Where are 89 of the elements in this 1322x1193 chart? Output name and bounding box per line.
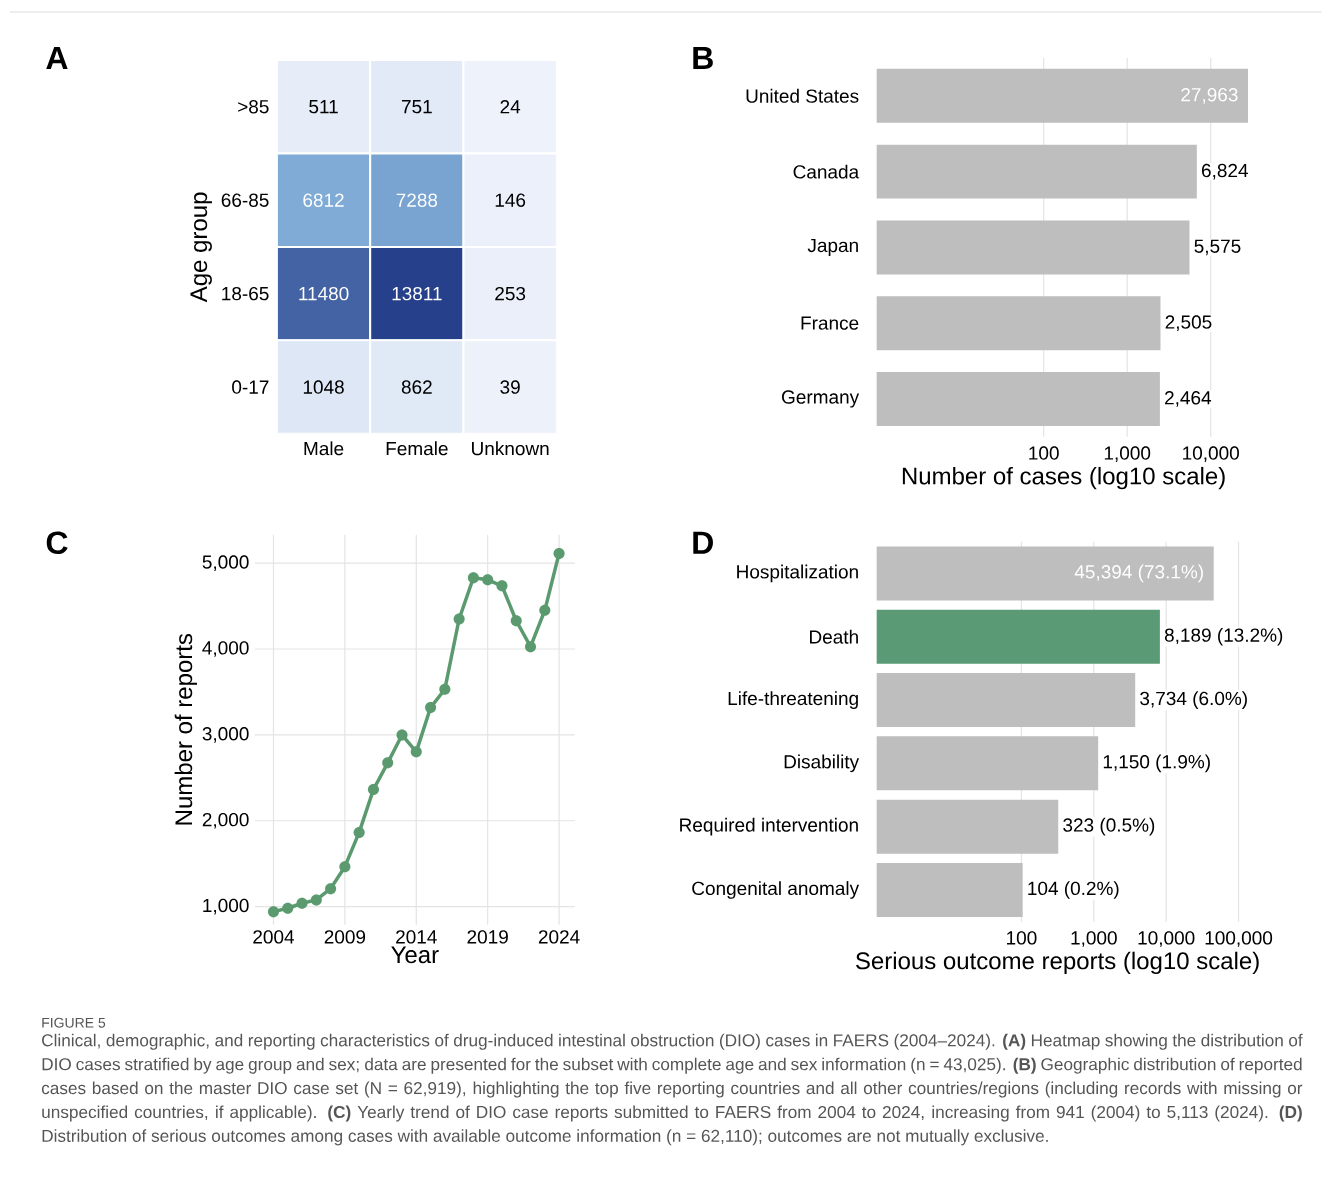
- x-tick-label: Unknown: [472, 441, 549, 456]
- y-tick-label: 66-85: [221, 193, 269, 208]
- data-label: 13811: [392, 287, 442, 301]
- point: [410, 746, 422, 758]
- x-tick-label: 2019: [467, 930, 508, 944]
- point: [310, 894, 322, 906]
- x-tick-label: 1,000: [1104, 446, 1151, 463]
- y-tick-label: Hospitalization: [737, 564, 858, 583]
- point: [339, 861, 351, 873]
- data-label: 2,505: [1165, 315, 1212, 332]
- data-label: 6,824: [1201, 164, 1248, 180]
- chart-title: C: [46, 531, 68, 555]
- point: [267, 906, 280, 918]
- x-axis-title: Number of cases (log10 scale): [902, 467, 1225, 490]
- chart-title: A: [46, 47, 68, 70]
- data-label: 2,464: [1165, 391, 1212, 408]
- y-tick-label: 18-65: [222, 287, 269, 301]
- point: [524, 641, 537, 653]
- point: [467, 572, 479, 584]
- y-tick-label: France: [801, 316, 859, 331]
- data-label: 511: [309, 100, 338, 114]
- data-label: 45,394 (73.1%): [1074, 564, 1203, 583]
- data-label: 8,189 (13.2%): [1164, 628, 1283, 646]
- y-tick-label: 0-17: [232, 380, 269, 395]
- y-tick-label: 4,000: [202, 641, 249, 658]
- x-tick-label: 10,000: [1183, 446, 1239, 463]
- caption: FIGURE 5: [42, 1018, 106, 1028]
- x-tick-label: Male: [304, 441, 344, 456]
- y-tick-label: 2,000: [202, 813, 249, 829]
- y-tick-label: United States: [746, 89, 859, 104]
- point: [453, 613, 465, 625]
- data-label: 862: [401, 380, 432, 395]
- text: Clinical, demographic, and reporting characteristics of drug-induced intestinal obstruction (DIO) cases in FAERS (2004–2024). (A) Heatmap showing the distribution of DIO cases stratified by age group and sex; data are presented for the subset with complete age and sex information (n = 43,025). (B) Geographic distribution of reported cases based on the master DIO case set (N = 62,919), highlighting the top five reporting countries and all other countries/regions (including records with missing or unspecified countries, if applicable). (C) Yearly trend of DIO case reports submitted to FAERS from 2004 to 2024, increasing from 941 (2004) to 5,113 (2024). (D) Distribution of serious outcomes among cases with available outcome information (n = 62,110); outcomes are not mutually exclusive.: [41, 1034, 1303, 1146]
- y-tick-label: Disability: [784, 754, 860, 773]
- chart-title: D: [693, 532, 713, 555]
- data-label: 751: [401, 100, 432, 114]
- y-tick-label: Required intervention: [680, 818, 858, 836]
- data-label: 104 (0.2%): [1028, 881, 1119, 900]
- y-tick-label: 1,000: [203, 898, 249, 915]
- data-label: 253: [495, 287, 526, 301]
- point: [367, 784, 379, 796]
- point: [382, 757, 394, 769]
- y-tick-label: Japan: [807, 239, 858, 257]
- y-tick-label: Canada: [793, 164, 860, 179]
- y-axis-title: Number of reports: [174, 634, 197, 825]
- data-label: 3,734 (6.0%): [1140, 691, 1247, 710]
- data-label: 323 (0.5%): [1063, 818, 1155, 836]
- chart-title: B: [693, 47, 713, 70]
- x-tick-label: Female: [386, 441, 448, 456]
- data-label: 27,963: [1181, 88, 1238, 104]
- point: [325, 883, 337, 895]
- x-tick-label: 1,000: [1071, 931, 1117, 948]
- y-tick-label: 5,000: [202, 555, 249, 572]
- point: [496, 580, 508, 592]
- data-label: 39: [500, 380, 520, 395]
- data-label: 1,150 (1.9%): [1103, 754, 1210, 773]
- point: [282, 902, 294, 915]
- y-tick-label: 3,000: [202, 727, 249, 743]
- point: [396, 729, 408, 741]
- point: [539, 605, 551, 617]
- y-tick-label: Death: [810, 630, 858, 644]
- data-label: 11480: [299, 287, 349, 301]
- y-tick-label: Germany: [782, 390, 860, 408]
- point: [425, 702, 437, 714]
- x-tick-label: 2014: [396, 930, 437, 944]
- y-tick-label: >85: [238, 100, 269, 114]
- data-label: 5,575: [1194, 239, 1241, 256]
- x-tick-label: 100,000: [1205, 931, 1273, 948]
- x-tick-label: 2009: [324, 930, 366, 944]
- x-tick-label: 100: [1007, 931, 1037, 945]
- point: [510, 615, 522, 627]
- point: [482, 574, 494, 586]
- x-axis-title: Serious outcome reports (log10 scale): [856, 951, 1259, 975]
- point: [296, 897, 308, 910]
- data-label: 24: [500, 100, 521, 114]
- x-tick-label: 100: [1029, 446, 1059, 461]
- point: [439, 683, 451, 696]
- data-label: 7288: [396, 193, 438, 208]
- x-tick-label: 2024: [538, 930, 580, 944]
- point: [553, 548, 565, 560]
- x-axis-title: Year: [391, 946, 439, 964]
- y-tick-label: Congenital anomaly: [692, 881, 860, 900]
- y-tick-label: Life-threatening: [728, 691, 858, 710]
- data-label: 1048: [303, 380, 344, 395]
- x-tick-label: 2004: [253, 930, 295, 944]
- data-label: 146: [495, 193, 526, 208]
- x-tick-label: 10,000: [1138, 931, 1195, 948]
- y-axis-title: Age group: [190, 192, 212, 303]
- point: [353, 827, 365, 839]
